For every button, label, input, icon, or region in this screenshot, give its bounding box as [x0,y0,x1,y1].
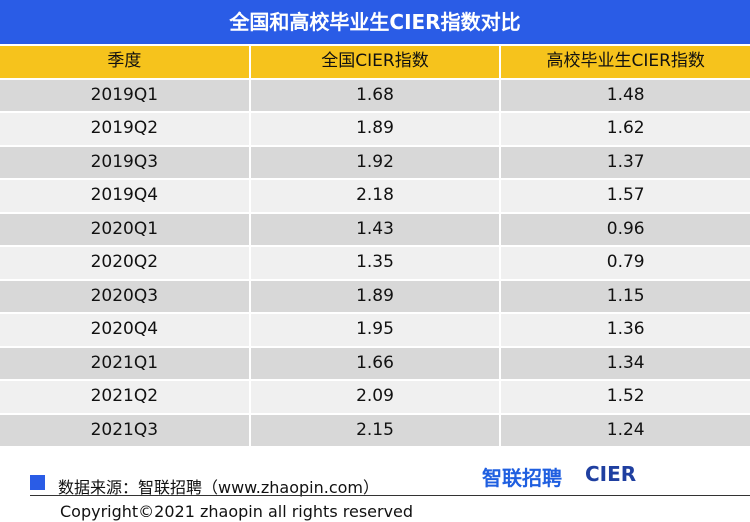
table-cell: 1.92 [250,146,500,178]
table-row: 2020Q3 1.89 1.15 [0,280,750,312]
table-cell: 1.24 [501,414,750,446]
table-cell: 2.18 [250,180,500,212]
table-cell: 2.15 [250,414,500,446]
table-cell: 1.36 [501,314,750,346]
table-cell: 1.89 [250,113,500,145]
table-row: 2021Q1 1.66 1.34 [0,347,750,379]
legend-square [30,475,45,490]
divider [30,495,750,496]
table-cell: 1.34 [501,347,750,379]
table-row: 2020Q1 1.43 0.96 [0,213,750,245]
table-cell: 1.35 [250,247,500,279]
table-cell: 2020Q4 [0,314,249,346]
table-row: 2019Q3 1.92 1.37 [0,146,750,178]
table-row: 2020Q2 1.35 0.79 [0,247,750,279]
header-cell: 季度 [0,46,249,78]
table-cell: 1.66 [250,347,500,379]
logo: CIER [585,462,637,486]
table-cell: 1.95 [250,314,500,346]
table-cell: 1.62 [501,113,750,145]
table-cell: 1.52 [501,381,750,413]
table-cell: 2019Q1 [0,79,249,111]
table-cell: 0.96 [501,213,750,245]
table-cell: 0.79 [501,247,750,279]
copyright: Copyright©2021 zhaopin all rights reserv… [60,502,414,521]
table-cell: 1.57 [501,180,750,212]
table-cell: 1.43 [250,213,500,245]
logo: 智联招聘 [482,466,562,490]
table-cell: 2021Q3 [0,414,249,446]
table-row: 2021Q3 2.15 1.24 [0,414,750,446]
table-cell: 2020Q3 [0,280,249,312]
table-cell: 2020Q2 [0,247,249,279]
header-cell: 高校毕业生CIER指数 [501,46,750,78]
header-cell: 全国CIER指数 [250,46,500,78]
table-cell: 2021Q1 [0,347,249,379]
table-row: 2020Q4 1.95 1.36 [0,314,750,346]
table-cell: 2019Q3 [0,146,249,178]
table-cell: 2019Q2 [0,113,249,145]
header-row: 季度 全国CIER指数 高校毕业生CIER指数 [0,46,750,78]
table-cell: 2020Q1 [0,213,249,245]
table-cell: 1.68 [250,79,500,111]
table-row: 2019Q2 1.89 1.62 [0,113,750,145]
table-cell: 1.15 [501,280,750,312]
table: 季度 全国CIER指数 高校毕业生CIER指数 2019Q1 1.68 1.48 2019Q… [0,46,750,448]
table-cell: 1.89 [250,280,500,312]
table-cell: 1.37 [501,146,750,178]
table-row: 2021Q2 2.09 1.52 [0,381,750,413]
table-cell: 2019Q4 [0,180,249,212]
table-row: 2019Q1 1.68 1.48 [0,79,750,111]
table-cell: 1.48 [501,79,750,111]
table-cell: 2021Q2 [0,381,249,413]
table-row: 2019Q4 2.18 1.57 [0,180,750,212]
table-cell: 2.09 [250,381,500,413]
source: 数据来源：智联招聘（www.zhaopin.com） [58,478,380,497]
title: 全国和高校毕业生CIER指数对比 [0,0,750,44]
